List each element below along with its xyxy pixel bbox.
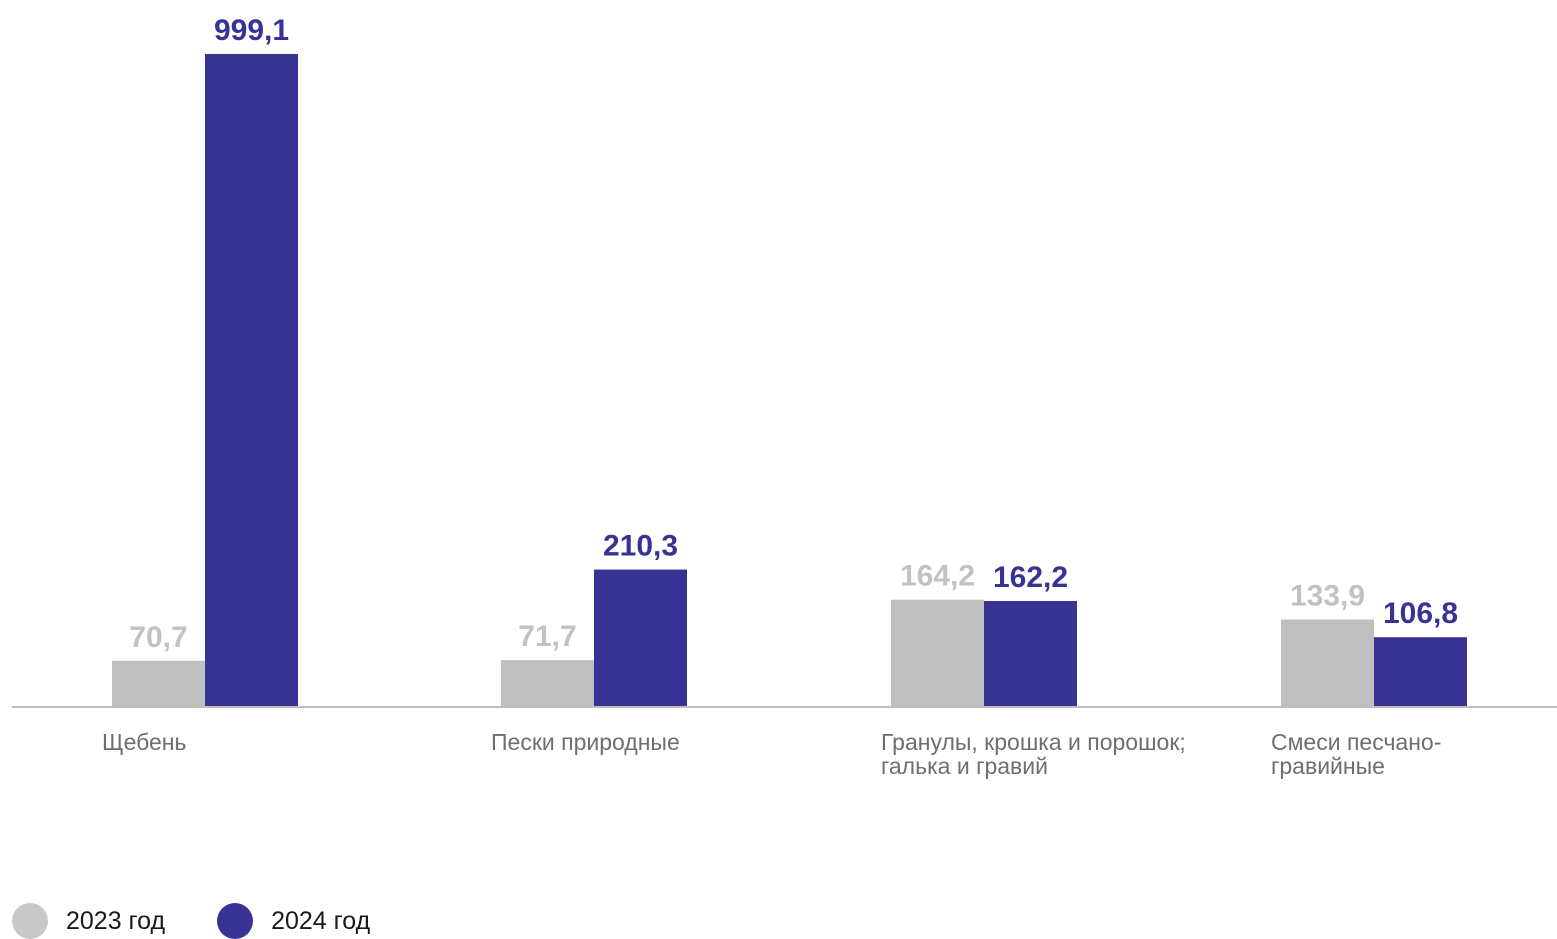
bar-2024-1 <box>205 54 298 707</box>
value-label-2023-4: 133,9 <box>1290 579 1365 612</box>
bar-2024-3 <box>984 600 1077 707</box>
bar-2023-4 <box>1281 619 1374 707</box>
bar-2023-2 <box>501 660 594 707</box>
value-label-2024-2: 210,3 <box>603 530 678 563</box>
value-labels-group: 70,7 999,1 71,7 210,3 164,2 162,2 133,9 106,8 <box>129 14 1458 654</box>
legend-item-2024: 2024 год <box>217 903 370 939</box>
value-label-2023-2: 71,7 <box>518 620 576 653</box>
value-label-2024-4: 106,8 <box>1383 597 1458 630</box>
bar-2023-3 <box>891 599 984 707</box>
category-label-4-line-1: Смеси песчано- <box>1271 729 1441 755</box>
category-label-2-line-1: Пески природные <box>491 729 680 755</box>
value-label-2023-1: 70,7 <box>129 621 187 654</box>
legend-label-2023: 2023 год <box>66 906 166 935</box>
bar-2024-2 <box>594 569 687 707</box>
value-label-2024-3: 162,2 <box>993 561 1068 594</box>
legend-item-2023: 2023 год <box>12 903 165 939</box>
category-label-3-line-1: Гранулы, крошка и порошок; <box>881 729 1186 755</box>
legend-label-2024: 2024 год <box>271 906 371 935</box>
category-label-1-line-1: Щебень <box>102 729 187 755</box>
category-labels-group: Щебень Пески природные Гранулы, крошка и п… <box>102 729 1441 779</box>
bar-2024-4 <box>1374 637 1467 707</box>
legend: 2023 год 2024 год <box>12 903 422 939</box>
bar-chart: 70,7 999,1 71,7 210,3 164,2 162,2 133,9 106,8 Щ… <box>12 14 1557 779</box>
bars-group <box>112 54 1467 707</box>
legend-swatch-2023 <box>12 903 48 939</box>
value-label-2023-3: 164,2 <box>900 560 975 593</box>
legend-swatch-2024 <box>217 903 254 939</box>
category-label-4-line-2: гравийные <box>1271 753 1385 779</box>
value-label-2024-1: 999,1 <box>214 14 289 47</box>
category-label-3-line-2: галька и гравий <box>881 753 1048 779</box>
bar-2023-1 <box>112 660 205 707</box>
